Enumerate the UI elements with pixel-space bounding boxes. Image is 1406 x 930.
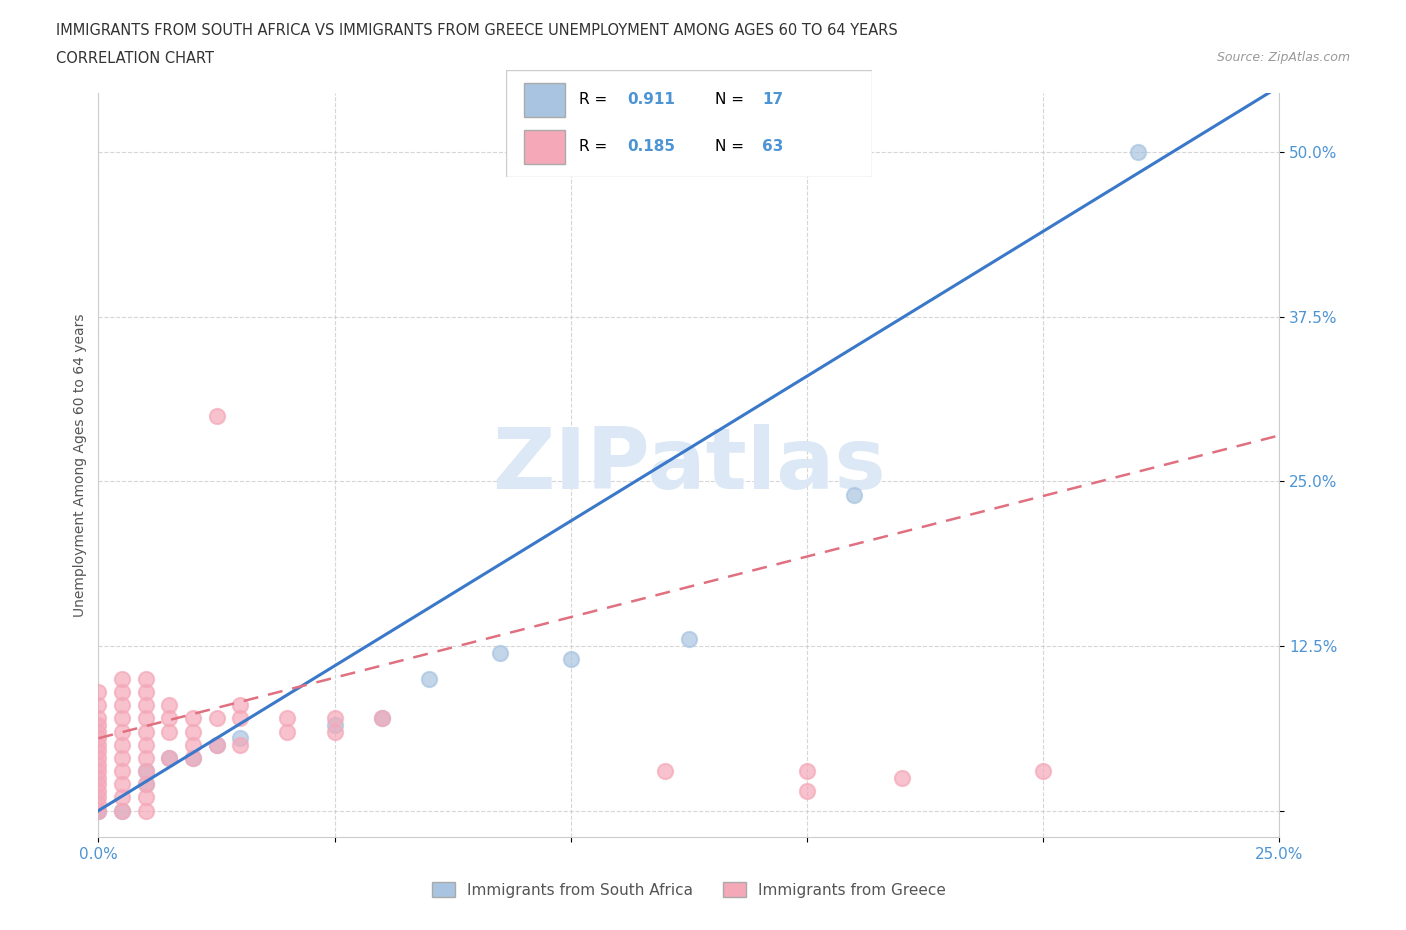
Point	[560, 652, 582, 667]
Point	[276, 711, 298, 726]
Point	[87, 724, 110, 739]
Point	[276, 724, 298, 739]
Point	[111, 684, 134, 699]
Point	[654, 764, 676, 778]
Text: N =: N =	[714, 92, 748, 107]
Text: 0.911: 0.911	[627, 92, 675, 107]
Point	[157, 751, 180, 765]
Point	[111, 804, 134, 818]
Text: IMMIGRANTS FROM SOUTH AFRICA VS IMMIGRANTS FROM GREECE UNEMPLOYMENT AMONG AGES 6: IMMIGRANTS FROM SOUTH AFRICA VS IMMIGRAN…	[56, 23, 898, 38]
Point	[371, 711, 394, 726]
Point	[111, 790, 134, 805]
Text: 63: 63	[762, 140, 783, 154]
Point	[87, 684, 110, 699]
Point	[111, 777, 134, 791]
Point	[181, 711, 204, 726]
Point	[87, 698, 110, 712]
Point	[796, 764, 818, 778]
Point	[87, 804, 110, 818]
Point	[205, 408, 228, 423]
Point	[135, 698, 157, 712]
Point	[323, 724, 346, 739]
Point	[135, 777, 157, 791]
Point	[181, 737, 204, 752]
Point	[87, 711, 110, 726]
Point	[111, 698, 134, 712]
Point	[87, 737, 110, 752]
Point	[157, 711, 180, 726]
Point	[135, 751, 157, 765]
Point	[111, 737, 134, 752]
Point	[323, 711, 346, 726]
Point	[205, 737, 228, 752]
Bar	[524, 129, 565, 164]
Point	[157, 751, 180, 765]
Point	[323, 718, 346, 733]
Point	[111, 804, 134, 818]
Text: ZIPatlas: ZIPatlas	[492, 423, 886, 507]
Point	[229, 731, 252, 746]
Text: Source: ZipAtlas.com: Source: ZipAtlas.com	[1216, 51, 1350, 64]
Point	[796, 783, 818, 798]
Point	[87, 804, 110, 818]
Point	[135, 790, 157, 805]
Point	[135, 671, 157, 686]
Point	[87, 764, 110, 778]
Text: 0.185: 0.185	[627, 140, 675, 154]
Point	[135, 711, 157, 726]
Point	[87, 757, 110, 772]
Point	[1032, 764, 1054, 778]
Point	[87, 731, 110, 746]
Point	[111, 751, 134, 765]
Point	[111, 711, 134, 726]
Point	[111, 764, 134, 778]
Point	[157, 724, 180, 739]
Point	[229, 737, 252, 752]
Text: 17: 17	[762, 92, 783, 107]
Point	[489, 645, 512, 660]
Point	[135, 684, 157, 699]
Point	[181, 751, 204, 765]
Point	[157, 698, 180, 712]
Point	[87, 777, 110, 791]
Text: CORRELATION CHART: CORRELATION CHART	[56, 51, 214, 66]
Text: N =: N =	[714, 140, 748, 154]
Point	[87, 718, 110, 733]
Point	[87, 770, 110, 785]
Point	[229, 711, 252, 726]
Point	[87, 783, 110, 798]
Point	[890, 770, 912, 785]
Point	[844, 487, 866, 502]
Text: R =: R =	[579, 92, 613, 107]
Point	[181, 751, 204, 765]
Point	[229, 698, 252, 712]
Point	[135, 804, 157, 818]
FancyBboxPatch shape	[506, 70, 872, 177]
Point	[87, 804, 110, 818]
Y-axis label: Unemployment Among Ages 60 to 64 years: Unemployment Among Ages 60 to 64 years	[73, 313, 87, 617]
Text: R =: R =	[579, 140, 613, 154]
Point	[135, 777, 157, 791]
Point	[371, 711, 394, 726]
Point	[418, 671, 440, 686]
Point	[135, 764, 157, 778]
Point	[135, 737, 157, 752]
Point	[1126, 145, 1149, 160]
Point	[135, 724, 157, 739]
Bar	[524, 83, 565, 117]
Point	[181, 724, 204, 739]
Point	[205, 711, 228, 726]
Point	[87, 797, 110, 812]
Point	[111, 671, 134, 686]
Point	[678, 632, 700, 647]
Point	[205, 737, 228, 752]
Point	[135, 764, 157, 778]
Point	[87, 751, 110, 765]
Legend: Immigrants from South Africa, Immigrants from Greece: Immigrants from South Africa, Immigrants…	[426, 875, 952, 904]
Point	[87, 744, 110, 759]
Point	[111, 724, 134, 739]
Point	[87, 790, 110, 805]
